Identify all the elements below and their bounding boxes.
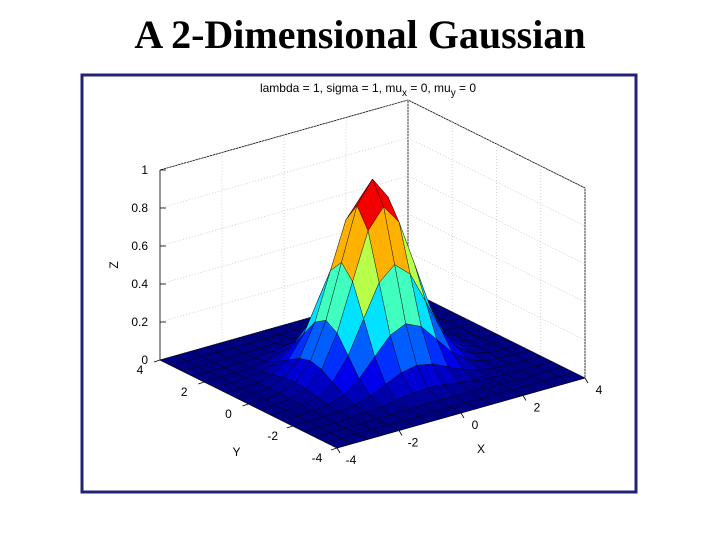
slide-title: A 2-Dimensional Gaussian — [134, 12, 585, 57]
y-tick-label: -4 — [312, 451, 323, 465]
tick-mark — [286, 425, 293, 429]
grid-line — [159, 251, 409, 323]
grid-line — [159, 99, 409, 171]
plot-title-sub: y — [451, 88, 456, 99]
y-tick-label: 2 — [181, 385, 188, 399]
z-tick-label: 0.6 — [131, 239, 148, 253]
z-tick-label: 0.4 — [131, 277, 148, 291]
x-tick-label: 2 — [534, 401, 541, 415]
tick-mark — [584, 377, 589, 384]
plot-title-part: = 0, mu — [407, 81, 451, 95]
y-tick-label: 0 — [225, 407, 232, 421]
tick-mark — [336, 447, 341, 454]
y-tick-label: -2 — [267, 429, 278, 443]
y-tick-label: 4 — [137, 363, 144, 377]
tick-mark — [460, 412, 465, 419]
tick-mark — [153, 359, 161, 363]
surface-patch — [325, 437, 354, 449]
plot-title-part: lambda = 1, sigma = 1, mu — [260, 81, 402, 95]
x-tick-label: 4 — [596, 383, 603, 397]
grid-line — [159, 137, 409, 209]
x-tick-label: 0 — [472, 418, 479, 432]
plot-title-part: = 0 — [456, 81, 477, 95]
z-tick-label: 0.8 — [131, 201, 148, 215]
x-tick-label: -4 — [346, 453, 357, 467]
tick-mark — [198, 381, 205, 385]
x-axis-label: X — [477, 442, 485, 456]
tick-mark — [522, 395, 527, 401]
plot-title-sub: x — [402, 88, 407, 99]
x-tick-label: -2 — [408, 436, 419, 450]
z-axis-label: Z — [107, 261, 121, 268]
tick-mark — [330, 447, 338, 451]
z-tick-label: 1 — [141, 163, 148, 177]
tick-mark — [242, 403, 249, 407]
grid-line — [159, 213, 409, 285]
plot-area: 0 0.2 0.4 0.6 0.8 1 -4 -2 0 2 4 -4 -2 0 2 4 X Y Z — [107, 99, 603, 467]
y-axis-label: Y — [232, 445, 240, 459]
z-tick-label: 0.2 — [131, 315, 148, 329]
z-tick-label: 0 — [141, 353, 148, 367]
plot-title: lambda = 1, sigma = 1, mux = 0, muy = 0 — [260, 81, 476, 99]
grid-line — [159, 175, 409, 247]
tick-mark — [398, 430, 403, 436]
